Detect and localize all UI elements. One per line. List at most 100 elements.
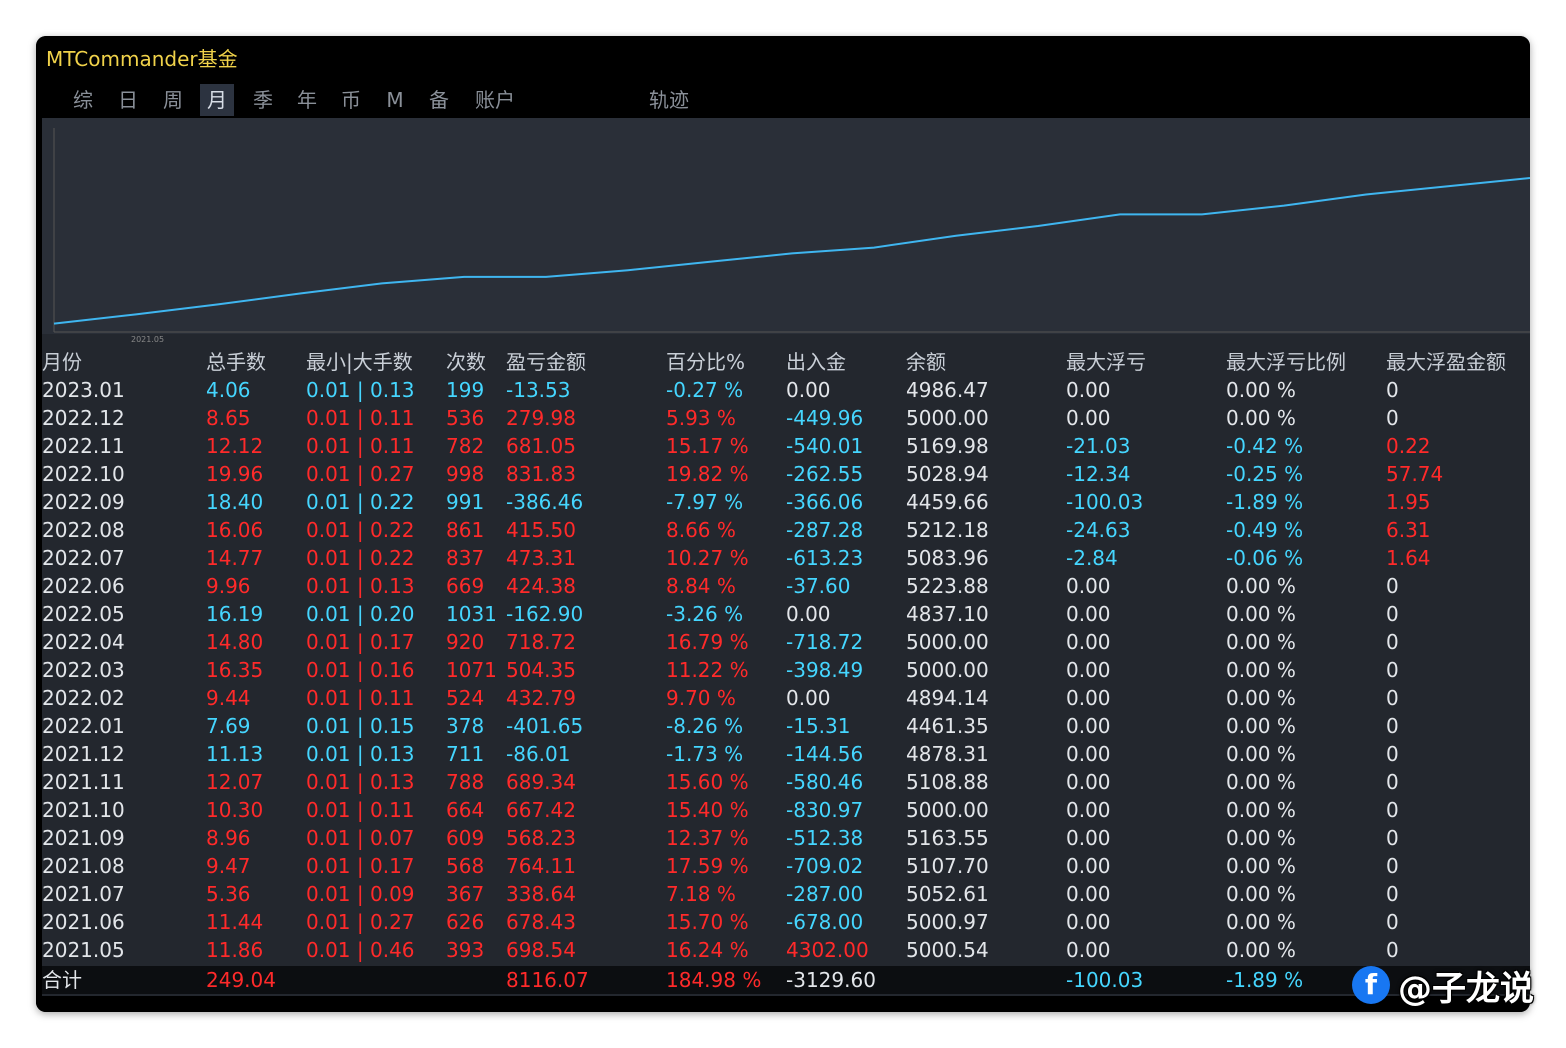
- table-row[interactable]: 2021.06 11.44 0.01 | 0.27 626 678.43 15.70 % -…: [42, 908, 1530, 936]
- cell-maxfp: 0: [1386, 910, 1399, 934]
- tab-5[interactable]: 年: [297, 88, 317, 112]
- tab-1[interactable]: 日: [118, 88, 138, 112]
- tab-0[interactable]: 综: [73, 88, 93, 112]
- cell-pnl: -86.01: [506, 742, 571, 766]
- table-row[interactable]: 2022.10 19.96 0.01 | 0.27 998 831.83 19.82 % -…: [42, 460, 1530, 488]
- cell-flow: -678.00: [786, 910, 864, 934]
- tab-6[interactable]: 币: [341, 88, 361, 112]
- table-row[interactable]: 2021.12 11.13 0.01 | 0.13 711 -86.01 -1.73 % -…: [42, 740, 1530, 768]
- cell-pct: 15.17 %: [666, 434, 749, 458]
- table-row[interactable]: 2022.09 18.40 0.01 | 0.22 991 -386.46 -7.97 %…: [42, 488, 1530, 516]
- cell-minmax: 0.01 | 0.17: [306, 854, 415, 878]
- cell-balance: 5000.00: [906, 658, 989, 682]
- table-row[interactable]: 2022.03 16.35 0.01 | 0.16 1071 504.35 11.22 %…: [42, 656, 1530, 684]
- cell-balance: 5223.88: [906, 574, 989, 598]
- cell-pct: -1.73 %: [666, 742, 744, 766]
- column-header[interactable]: 最大浮亏: [1066, 350, 1146, 374]
- table-row[interactable]: 2022.01 7.69 0.01 | 0.15 378 -401.65 -8.26 % -…: [42, 712, 1530, 740]
- cell-balance: 4878.31: [906, 742, 989, 766]
- cell-pnl: 415.50: [506, 518, 576, 542]
- table-row[interactable]: 2022.02 9.44 0.01 | 0.11 524 432.79 9.70 % 0.0…: [42, 684, 1530, 712]
- cell-maxddpct: -0.42 %: [1226, 434, 1304, 458]
- tab-9[interactable]: 账户: [475, 88, 515, 112]
- cell-lots: 11.86: [206, 938, 264, 962]
- column-header[interactable]: 总手数: [206, 350, 266, 374]
- cell-lots: 14.77: [206, 546, 264, 570]
- table-row[interactable]: 2022.11 12.12 0.01 | 0.11 782 681.05 15.17 % -…: [42, 432, 1530, 460]
- table-row[interactable]: 2022.08 16.06 0.01 | 0.22 861 415.50 8.66 % -2…: [42, 516, 1530, 544]
- balance-series-line: [53, 177, 1530, 325]
- month-cell: 2022.04: [42, 630, 125, 654]
- cell-balance: 4986.47: [906, 378, 989, 402]
- table-row[interactable]: 2021.08 9.47 0.01 | 0.17 568 764.11 17.59 % -7…: [42, 852, 1530, 880]
- cell-maxdd: 0.00: [1066, 574, 1111, 598]
- cell-maxdd: 0.00: [1066, 742, 1111, 766]
- tab-8[interactable]: 备: [429, 88, 449, 112]
- cell-maxddpct: 0.00 %: [1226, 770, 1296, 794]
- column-header[interactable]: 最大浮亏比例: [1226, 350, 1346, 374]
- cell-minmax: 0.01 | 0.22: [306, 518, 415, 542]
- cell-maxdd: 0.00: [1066, 854, 1111, 878]
- cell-pct: 7.18 %: [666, 882, 736, 906]
- tab-3[interactable]: 月: [200, 84, 234, 116]
- table-row[interactable]: 2022.12 8.65 0.01 | 0.11 536 279.98 5.93 % -44…: [42, 404, 1530, 432]
- table-row[interactable]: 2021.11 12.07 0.01 | 0.13 788 689.34 15.60 % -…: [42, 768, 1530, 796]
- cell-count: 991: [446, 490, 485, 514]
- cell-maxfp: 57.74: [1386, 462, 1444, 486]
- cell-lots: 5.36: [206, 882, 251, 906]
- table-row[interactable]: 2022.06 9.96 0.01 | 0.13 669 424.38 8.84 % -37…: [42, 572, 1530, 600]
- table-row[interactable]: 2022.05 16.19 0.01 | 0.20 1031 -162.90 -3.26 …: [42, 600, 1530, 628]
- bottom-status-strip: [36, 996, 1530, 1012]
- cell-count: 861: [446, 518, 485, 542]
- cell-maxfp: 1.95: [1386, 490, 1431, 514]
- table-row[interactable]: 2022.07 14.77 0.01 | 0.22 837 473.31 10.27 % -…: [42, 544, 1530, 572]
- cell-minmax: 0.01 | 0.22: [306, 546, 415, 570]
- table-row[interactable]: 2023.01 4.06 0.01 | 0.13 199 -13.53 -0.27 % 0.…: [42, 376, 1530, 404]
- cell-maxddpct: 0.00 %: [1226, 574, 1296, 598]
- cell-count: 393: [446, 938, 485, 962]
- cell-minmax: 0.01 | 0.17: [306, 630, 415, 654]
- cell-flow: -613.23: [786, 546, 864, 570]
- table-row[interactable]: 2022.04 14.80 0.01 | 0.17 920 718.72 16.79 % -…: [42, 628, 1530, 656]
- total-lots: 249.04: [206, 968, 276, 992]
- cell-count: 669: [446, 574, 485, 598]
- cell-maxddpct: 0.00 %: [1226, 882, 1296, 906]
- tab-2[interactable]: 周: [163, 88, 183, 112]
- cell-lots: 7.69: [206, 714, 251, 738]
- cell-maxddpct: 0.00 %: [1226, 742, 1296, 766]
- cell-minmax: 0.01 | 0.11: [306, 434, 415, 458]
- column-header[interactable]: 出入金: [786, 350, 846, 374]
- table-row[interactable]: 2021.09 8.96 0.01 | 0.07 609 568.23 12.37 % -5…: [42, 824, 1530, 852]
- cell-pnl: 667.42: [506, 798, 576, 822]
- tab-4[interactable]: 季: [253, 88, 273, 112]
- cell-balance: 5000.97: [906, 910, 989, 934]
- cell-flow: -262.55: [786, 462, 864, 486]
- cell-pnl: 831.83: [506, 462, 576, 486]
- cell-minmax: 0.01 | 0.11: [306, 686, 415, 710]
- column-header[interactable]: 次数: [446, 350, 486, 374]
- month-cell: 2022.05: [42, 602, 125, 626]
- cell-maxfp: 0: [1386, 686, 1399, 710]
- column-header[interactable]: 最大浮盈金额: [1386, 350, 1506, 374]
- cell-maxfp: 0: [1386, 406, 1399, 430]
- column-header[interactable]: 最小|大手数: [306, 350, 413, 374]
- column-header[interactable]: 月份: [42, 350, 82, 374]
- cell-minmax: 0.01 | 0.20: [306, 602, 415, 626]
- table-header: 月份 总手数 最小|大手数 次数 盈亏金额 百分比% 出入金 余额 最大浮亏 最大浮亏比例 最大浮盈…: [42, 348, 1530, 376]
- month-cell: 2022.12: [42, 406, 125, 430]
- cell-pnl: 432.79: [506, 686, 576, 710]
- tab-7[interactable]: M: [386, 88, 404, 112]
- month-cell: 2021.07: [42, 882, 125, 906]
- table-row[interactable]: 2021.05 11.86 0.01 | 0.46 393 698.54 16.24 % 4…: [42, 936, 1530, 964]
- column-header[interactable]: 盈亏金额: [506, 350, 586, 374]
- cell-flow: -15.31: [786, 714, 851, 738]
- cell-maxddpct: 0.00 %: [1226, 938, 1296, 962]
- column-header[interactable]: 百分比%: [666, 350, 746, 374]
- table-row[interactable]: 2021.07 5.36 0.01 | 0.09 367 338.64 7.18 % -28…: [42, 880, 1530, 908]
- column-header[interactable]: 余额: [906, 350, 946, 374]
- cell-lots: 11.13: [206, 742, 264, 766]
- table-row[interactable]: 2021.10 10.30 0.01 | 0.11 664 667.42 15.40 % -…: [42, 796, 1530, 824]
- cell-maxfp: 0: [1386, 658, 1399, 682]
- cell-pct: 19.82 %: [666, 462, 749, 486]
- tab-10[interactable]: 轨迹: [649, 88, 689, 112]
